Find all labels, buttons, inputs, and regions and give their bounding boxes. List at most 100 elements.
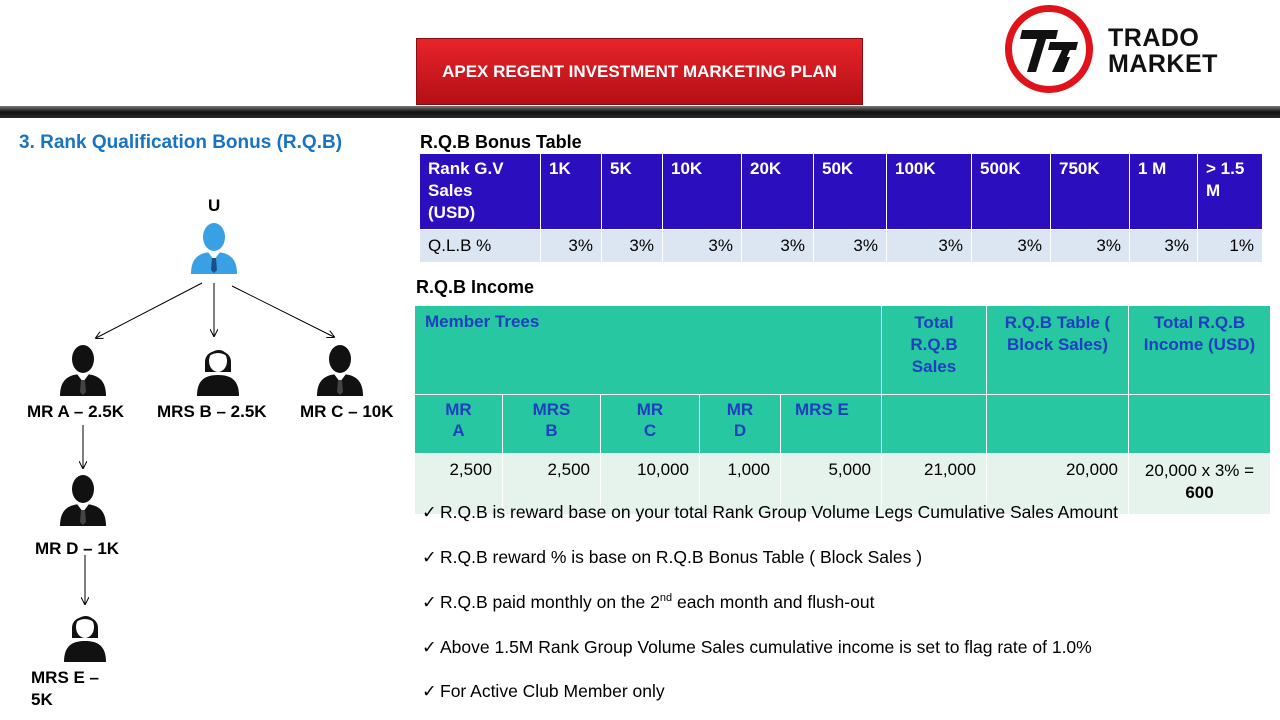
table-header-cell: 100K — [886, 153, 972, 230]
logo-mark-icon — [1005, 5, 1093, 93]
logo-line-2: MARKET — [1108, 50, 1218, 78]
table-header-row: MR A MRS B MR C MR D MRS E — [414, 394, 1271, 454]
man-icon — [60, 345, 106, 396]
header-line: MR — [445, 400, 472, 419]
bullet-text: R.Q.B is reward base on your total Rank … — [440, 502, 1118, 522]
bullet-item: ✓ R.Q.B reward % is base on R.Q.B Bonus T… — [422, 547, 922, 568]
woman-icon — [64, 616, 106, 662]
table-header-cell: 10K — [662, 153, 742, 230]
table-header-cell: 1 M — [1129, 153, 1198, 230]
table-cell: 3% — [1050, 229, 1130, 263]
header-line: MR — [726, 400, 754, 419]
table-header-cell: Total R.Q.B Sales — [881, 305, 987, 395]
table-cell: Q.L.B % — [419, 229, 541, 263]
table-cell: 1% — [1197, 229, 1263, 263]
header-line: Income (USD) — [1143, 335, 1256, 354]
section-heading: 3. Rank Qualification Bonus (R.Q.B) — [19, 132, 343, 153]
table-header-cell: 50K — [813, 153, 887, 230]
table-header-cell: MR D — [699, 394, 781, 454]
tree-connectors — [0, 282, 420, 720]
income-table-title: R.Q.B Income — [416, 277, 535, 297]
header-line: Rank G.V — [428, 159, 504, 178]
table-cell: 20,000 — [986, 453, 1129, 515]
table-header-cell: Member Trees — [414, 305, 882, 395]
bullet-text: Above 1.5M Rank Group Volume Sales cumul… — [440, 637, 1092, 657]
bonus-table-title: R.Q.B Bonus Table — [420, 132, 582, 152]
header-line: A — [452, 421, 465, 440]
table-cell: 3% — [886, 229, 972, 263]
man-icon — [60, 475, 106, 526]
header-line: B — [545, 421, 558, 440]
header-line: C — [643, 421, 657, 440]
bullet-item: ✓ Above 1.5M Rank Group Volume Sales cumu… — [422, 637, 1092, 658]
logo-line-1: TRADO — [1108, 24, 1200, 52]
table-header-row: Member Trees Total R.Q.B Sales R.Q.B Tab… — [414, 305, 1271, 395]
table-header-cell: MRS B — [502, 394, 601, 454]
check-icon: ✓ — [422, 547, 437, 567]
header-line: > 1.5 — [1206, 159, 1245, 178]
bullet-text: R.Q.B reward % is base on R.Q.B Bonus Ta… — [440, 547, 923, 567]
header-line: MR — [636, 400, 664, 419]
user-icon — [191, 223, 237, 274]
table-cell: 3% — [813, 229, 887, 263]
page-title: APEX REGENT INVESTMENT MARKETING PLAN — [442, 61, 837, 81]
table-cell: 3% — [741, 229, 814, 263]
header-line: Sales — [911, 357, 957, 376]
table-header-cell: MR C — [600, 394, 700, 454]
woman-icon — [197, 350, 239, 396]
trado-market-logo: TRADO MARKET — [1005, 5, 1235, 95]
table-cell: 3% — [971, 229, 1051, 263]
bullet-item: ✓ R.Q.B is reward base on your total Rank… — [422, 502, 1118, 523]
table-header-cell: > 1.5 M — [1197, 153, 1263, 230]
table-header-cell: 1K — [540, 153, 602, 230]
table-row: Q.L.B % 3% 3% 3% 3% 3% 3% 3% 3% 3% 1% — [419, 229, 1263, 263]
table-header-cell — [881, 394, 987, 454]
header-line: Total R.Q.B — [1153, 313, 1246, 332]
table-header-cell: MRS E — [780, 394, 882, 454]
bullet-item: ✓ For Active Club Member only — [422, 681, 665, 702]
check-icon: ✓ — [422, 592, 437, 612]
check-icon: ✓ — [422, 681, 437, 701]
table-header-cell: Rank G.V Sales (USD) — [419, 153, 541, 230]
table-header-cell: Total R.Q.B Income (USD) — [1128, 305, 1271, 395]
bullet-text: R.Q.B paid monthly on the 2 — [440, 592, 660, 612]
table-cell: 3% — [662, 229, 742, 263]
header-line: (USD) — [428, 203, 476, 222]
table-cell: 3% — [540, 229, 602, 263]
rqb-income-table: Member Trees Total R.Q.B Sales R.Q.B Tab… — [414, 305, 1271, 515]
tree-root-label: U — [208, 196, 221, 215]
header-line: Total — [914, 313, 954, 332]
header-divider-bar — [0, 106, 1280, 118]
member-mrs-e-label-line2: 5K — [31, 690, 53, 709]
title-banner: APEX REGENT INVESTMENT MARKETING PLAN — [416, 38, 863, 105]
rqb-bonus-table: Rank G.V Sales (USD) 1K 5K 10K 20K 50K 1… — [419, 153, 1263, 263]
table-cell: 2,500 — [502, 453, 601, 515]
table-cell: 2,500 — [414, 453, 503, 515]
arrow-u-to-c — [231, 285, 334, 337]
man-icon — [317, 345, 363, 396]
check-icon: ✓ — [422, 502, 437, 522]
table-header-cell: 500K — [971, 153, 1051, 230]
table-header-cell: 750K — [1050, 153, 1130, 230]
bullet-text: each month and flush-out — [672, 592, 875, 612]
table-header-cell: MR A — [414, 394, 503, 454]
arrow-u-to-a — [96, 282, 203, 338]
table-cell: 3% — [601, 229, 663, 263]
logo-text: TRADO MARKET — [1108, 25, 1218, 77]
table-header-cell — [1128, 394, 1271, 454]
table-header-cell: R.Q.B Table ( Block Sales) — [986, 305, 1129, 395]
table-cell: 10,000 — [600, 453, 700, 515]
table-header-row: Rank G.V Sales (USD) 1K 5K 10K 20K 50K 1… — [419, 153, 1263, 230]
member-mr-c-label: MR C – 10K — [300, 402, 394, 421]
income-result: 600 — [1185, 483, 1214, 502]
table-cell: 3% — [1129, 229, 1198, 263]
bullet-superscript: nd — [659, 592, 673, 605]
table-header-cell — [986, 394, 1129, 454]
table-cell: 20,000 x 3% = 600 — [1128, 453, 1271, 515]
header-line: Block Sales) — [1006, 335, 1109, 354]
header-line: Sales — [428, 181, 473, 200]
member-mrs-e-label: MRS E – 5K — [31, 667, 99, 711]
table-row: 2,500 2,500 10,000 1,000 5,000 21,000 20… — [414, 453, 1271, 515]
table-cell: 21,000 — [881, 453, 987, 515]
header-line: MRS — [532, 400, 571, 419]
